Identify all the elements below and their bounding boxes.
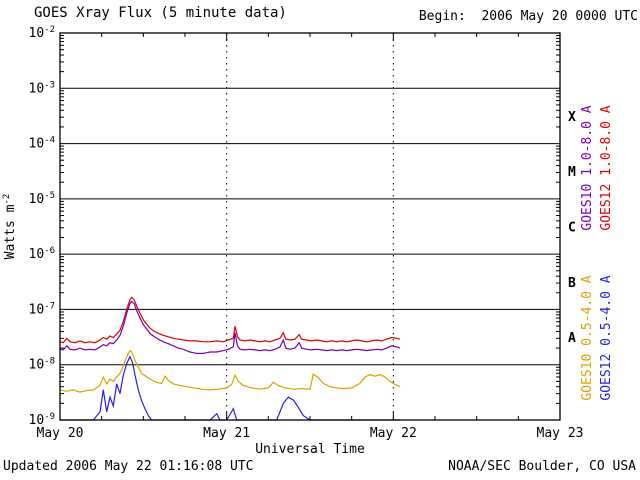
y-tick-label: 10-3 bbox=[29, 80, 56, 96]
series-line-goes10-0-5-4-0-a bbox=[59, 349, 401, 393]
y-tick-label: 10-2 bbox=[29, 25, 56, 41]
chart-title: GOES Xray Flux (5 minute data) bbox=[34, 5, 287, 21]
series-line-goes10-1-0-8-0-a bbox=[59, 300, 401, 354]
series-line-goes12-1-0-8-0-a bbox=[59, 296, 401, 344]
updated-timestamp-label: Updated 2006 May 22 01:16:08 UTC bbox=[3, 459, 254, 474]
legend-goes10-0-5-4-0-a: GOES10 0.5-4.0 A bbox=[580, 275, 595, 400]
y-tick-label: 10-9 bbox=[29, 412, 56, 428]
x-tick-label: May 23 bbox=[537, 426, 584, 441]
flare-class-label-x: X bbox=[568, 110, 576, 125]
legend-goes12-0-5-4-0-a: GOES12 0.5-4.0 A bbox=[599, 275, 614, 400]
y-axis-title: Watts m-2 bbox=[2, 194, 18, 260]
flare-class-label-m: M bbox=[568, 165, 576, 180]
x-tick-label: May 20 bbox=[37, 426, 84, 441]
plot-frame bbox=[59, 32, 561, 421]
x-tick-label: May 22 bbox=[370, 426, 417, 441]
y-tick-label: 10-7 bbox=[29, 301, 56, 317]
flare-class-label-a: A bbox=[568, 331, 576, 346]
x-axis-title: Universal Time bbox=[255, 442, 365, 457]
y-tick-label: 10-8 bbox=[29, 357, 56, 373]
flare-class-label-b: B bbox=[568, 276, 576, 291]
x-tick-label: May 21 bbox=[203, 426, 250, 441]
legend-goes10-1-0-8-0-a: GOES10 1.0-8.0 A bbox=[580, 105, 595, 230]
y-tick-label: 10-5 bbox=[29, 191, 56, 207]
legend-goes12-1-0-8-0-a: GOES12 1.0-8.0 A bbox=[599, 105, 614, 230]
flare-class-label-c: C bbox=[568, 221, 576, 236]
begin-timestamp-label: Begin: 2006 May 20 0000 UTC bbox=[418, 9, 638, 24]
y-tick-label: 10-6 bbox=[29, 246, 56, 262]
noaa-credit-label: NOAA/SEC Boulder, CO USA bbox=[448, 459, 636, 474]
y-tick-label: 10-4 bbox=[29, 136, 56, 152]
